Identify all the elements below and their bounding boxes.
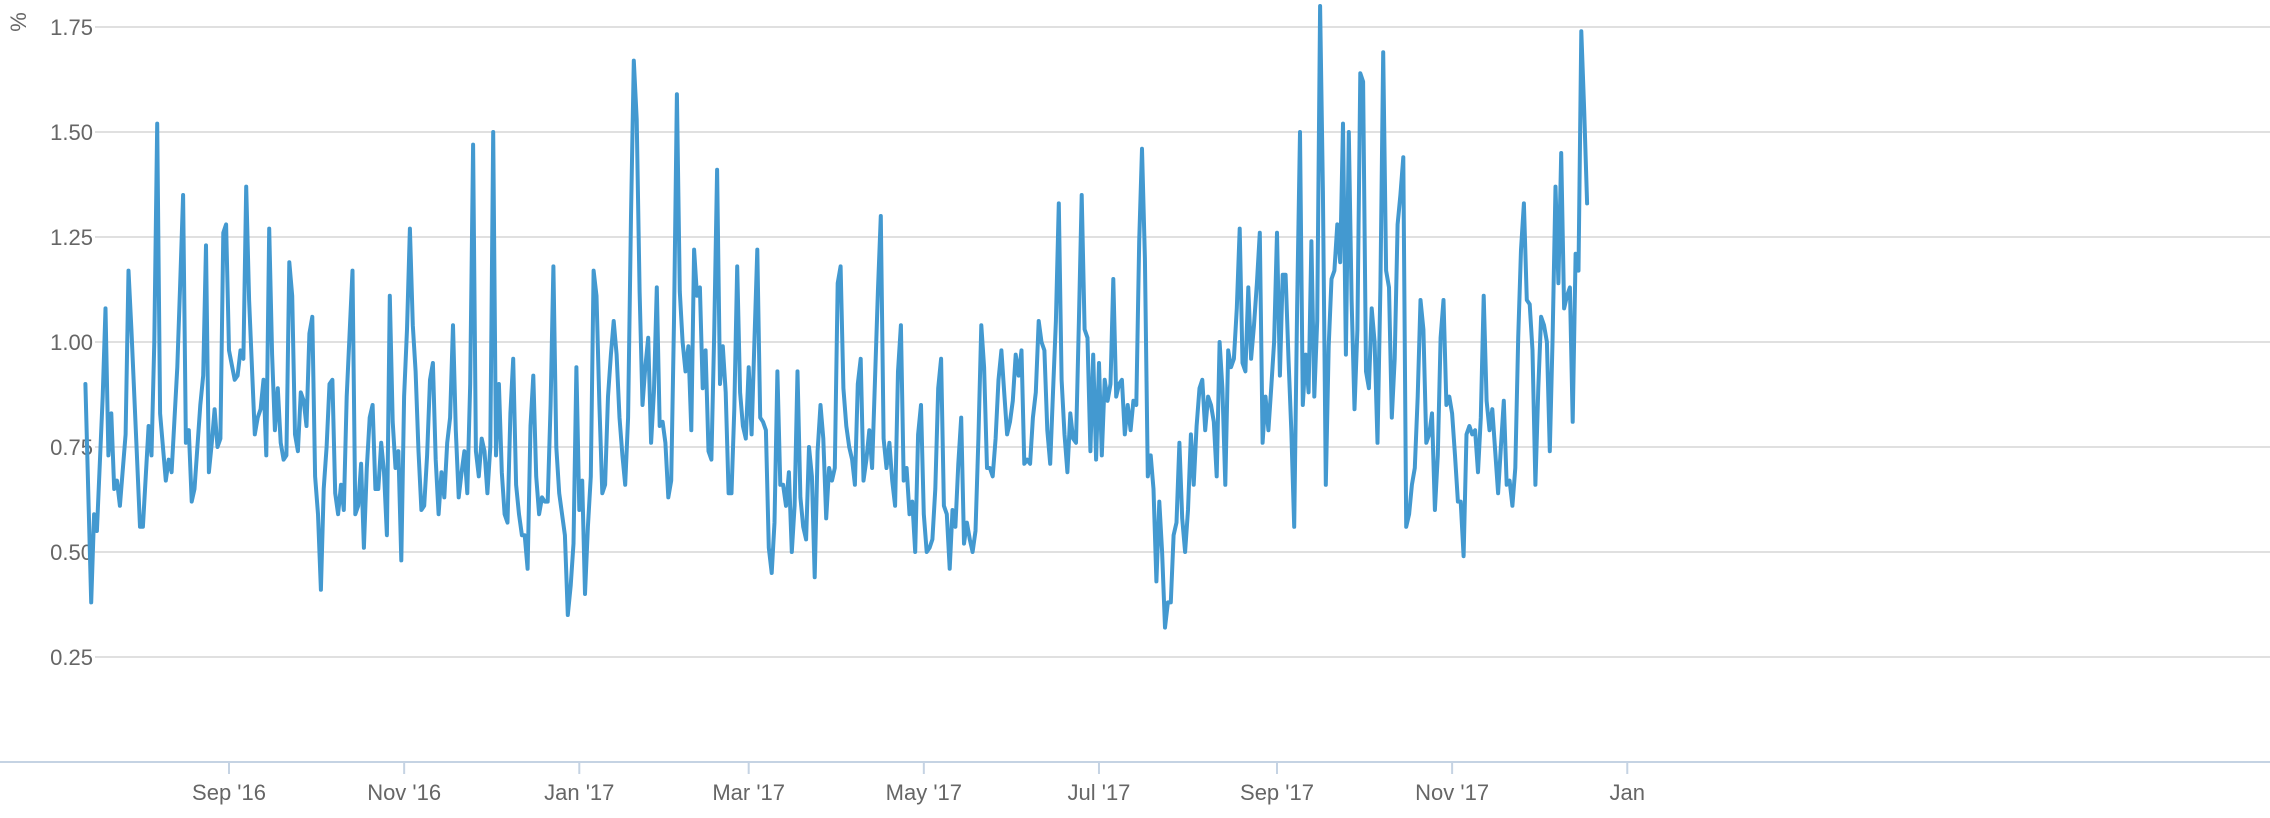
y-tick-label: 1.50	[50, 120, 93, 145]
y-axis-unit-label: %	[6, 12, 31, 32]
x-tick-label: Nov '16	[367, 780, 441, 805]
y-tick-label: 1.00	[50, 330, 93, 355]
y-axis: 0.250.500.751.001.251.501.75	[50, 15, 93, 670]
x-axis	[0, 761, 2270, 774]
y-tick-label: 1.75	[50, 15, 93, 40]
grid	[95, 26, 2270, 658]
x-tick-label: Jan	[1610, 780, 1645, 805]
x-tick-label: Jan '17	[544, 780, 614, 805]
x-axis-labels: Sep '16 Nov '16 Jan '17 Mar '17 May '17 Jul '…	[192, 780, 1645, 805]
x-tick-label: Mar '17	[712, 780, 785, 805]
x-tick-label: Nov '17	[1415, 780, 1489, 805]
y-tick-label: 0.25	[50, 645, 93, 670]
series-line-0	[83, 4, 1590, 630]
y-tick-label: 1.25	[50, 225, 93, 250]
y-tick-label: 0.50	[50, 540, 93, 565]
x-tick-label: May '17	[886, 780, 962, 805]
x-tick-label: Sep '16	[192, 780, 266, 805]
x-tick-label: Sep '17	[1240, 780, 1314, 805]
x-tick-label: Jul '17	[1068, 780, 1131, 805]
series-layer	[83, 4, 1590, 630]
